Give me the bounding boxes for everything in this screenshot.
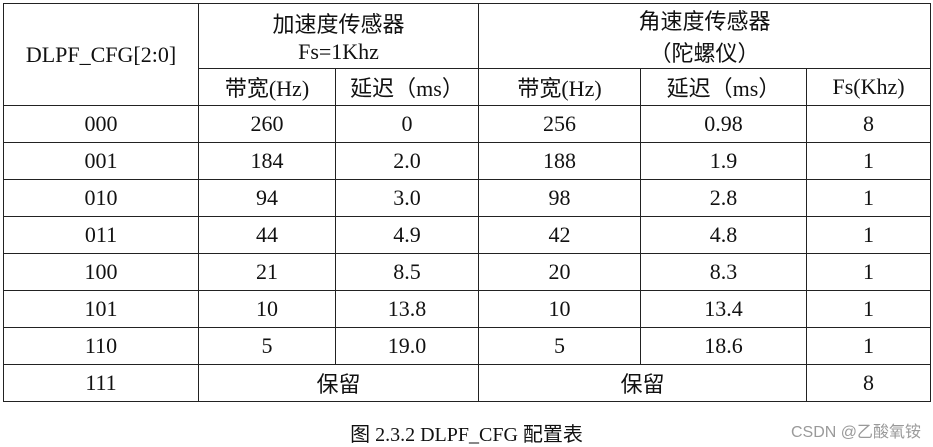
table-cell: 2.0	[334, 142, 480, 180]
table-cell: 1	[806, 290, 932, 328]
table-cell: 44	[198, 216, 336, 254]
table-cell: 2.8	[640, 179, 808, 217]
gyro-title: 角速度传感器	[638, 9, 771, 34]
table-cell: 1	[806, 253, 932, 291]
table-cell: 184	[198, 142, 336, 180]
table-row: 111 保留 保留 8	[3, 364, 932, 402]
table-cell: 000	[3, 105, 199, 143]
table-cell: 20	[478, 253, 642, 291]
table-row: 101 10 13.8 10 13.4 1	[3, 290, 932, 328]
subheader-cell: 带宽(Hz)	[198, 68, 336, 106]
watermark: CSDN @乙酸氧铵	[790, 424, 921, 441]
table-cell: 010	[3, 179, 199, 217]
subheader-cell: 延迟（ms）	[640, 68, 808, 106]
table-cell: 19.0	[334, 327, 480, 365]
caption: 图 2.3.2 DLPF_CFG 配置表	[350, 424, 583, 446]
table-cell: 13.4	[640, 290, 808, 328]
table-cell: 011	[3, 216, 199, 254]
table-cell: 3.0	[334, 179, 480, 217]
subheader-cell: 延迟（ms）	[334, 68, 480, 106]
table-cell: 111	[3, 364, 199, 402]
table-row: 001 184 2.0 188 1.9 1	[3, 142, 932, 180]
subheader-cell: Fs(Khz)	[806, 68, 932, 106]
subheader-cell: 带宽(Hz)	[478, 68, 642, 106]
table-cell: 42	[478, 216, 642, 254]
table-cell: 13.8	[334, 290, 480, 328]
table-cell: 98	[478, 179, 642, 217]
table-cell: 8	[806, 105, 932, 143]
table-row: 100 21 8.5 20 8.3 1	[3, 253, 932, 291]
table-cell: 保留	[197, 364, 480, 402]
table-cell: 001	[3, 142, 199, 180]
cfg-header: DLPF_CFG[2:0]	[3, 3, 199, 106]
table-cell: 18.6	[640, 327, 808, 365]
table-row: 110 5 19.0 5 18.6 1	[3, 327, 932, 365]
gyro-header: 角速度传感器 （陀螺仪）	[478, 3, 932, 69]
table-cell: 94	[198, 179, 336, 217]
table-cell: 100	[3, 253, 199, 291]
table-row: 011 44 4.9 42 4.8 1	[3, 216, 932, 254]
dlpf-table: DLPF_CFG[2:0] 加速度传感器 Fs=1Khz 角速度传感器 （陀螺仪） …	[3, 3, 932, 402]
table-cell: 101	[3, 290, 199, 328]
table-cell: 8	[806, 364, 932, 402]
table-row: 010 94 3.0 98 2.8 1	[3, 179, 932, 217]
table-cell: 10	[198, 290, 336, 328]
table-cell: 8.5	[334, 253, 480, 291]
accel-title: 加速度传感器	[272, 12, 405, 37]
accel-subtitle: Fs=1Khz	[298, 39, 379, 64]
table-cell: 0.98	[640, 105, 808, 143]
table-cell: 1	[806, 142, 932, 180]
table-cell: 188	[478, 142, 642, 180]
table-cell: 4.9	[334, 216, 480, 254]
table-cell: 8.3	[640, 253, 808, 291]
table-cell: 5	[478, 327, 642, 365]
table-cell: 110	[3, 327, 199, 365]
accel-header: 加速度传感器 Fs=1Khz	[197, 3, 480, 69]
table-cell: 0	[334, 105, 480, 143]
table-cell: 4.8	[640, 216, 808, 254]
table-cell: 保留	[478, 364, 808, 402]
table-cell: 256	[478, 105, 642, 143]
table-cell: 1	[806, 327, 932, 365]
gyro-subtitle: （陀螺仪）	[649, 41, 760, 66]
table-cell: 260	[198, 105, 336, 143]
table-cell: 10	[478, 290, 642, 328]
table-cell: 21	[198, 253, 336, 291]
table-cell: 5	[198, 327, 336, 365]
table-cell: 1.9	[640, 142, 808, 180]
table-cell: 1	[806, 216, 932, 254]
table-row: 000 260 0 256 0.98 8	[3, 105, 932, 143]
table-cell: 1	[806, 179, 932, 217]
